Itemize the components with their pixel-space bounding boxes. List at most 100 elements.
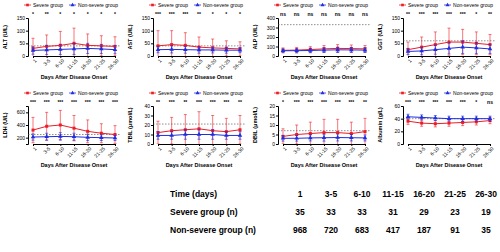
legend-item: Non-severe group [69,2,118,8]
tick-label: 0 [397,53,400,59]
point [58,134,63,138]
significance: * [114,11,116,17]
tick-mark [151,43,153,44]
axis-line [276,19,279,57]
error-bar [364,118,367,144]
significance: ** [238,99,242,105]
tick: 26-30 [356,144,369,159]
error-bar [170,46,173,53]
legend-label: Non-severe group [328,90,368,96]
error-bar [73,28,76,56]
error-bar [73,116,76,141]
tick: 11-15 [441,56,454,70]
tick: 16-20 [329,144,342,159]
legend-item: Non-severe group [319,2,368,8]
tick-mark [276,18,278,19]
tick-label: 16-20 [329,145,342,158]
tick: 40 [144,103,153,109]
legend-marker [401,4,404,7]
error-bar [350,45,353,52]
tick-label: 1 [157,145,163,151]
tick: 150 [17,15,28,21]
error-bar [32,117,35,142]
point [281,48,286,52]
table-cell: 1 [298,189,303,199]
point [474,45,479,49]
x-axis: 13-56-1011-1516-2021-2526-30 [407,56,495,71]
point [460,116,465,120]
tick: 5 [272,132,278,138]
tick: 30 [144,113,153,119]
tick-mark [401,131,403,132]
tick-label: 150 [17,15,26,21]
significance: *** [182,11,188,17]
error-bar [184,130,187,140]
point [350,132,353,135]
significance: *** [169,99,175,105]
point [406,114,411,118]
legend-marker [401,92,404,95]
point [238,133,243,137]
x-axis: 13-56-1011-1516-2021-2526-30 [157,144,245,159]
error-bar [32,134,35,140]
tick: 21-25 [93,56,106,71]
error-bar [239,48,242,53]
tick-label: 0 [272,141,275,147]
significance: *** [294,99,300,105]
tick-label: 26-30 [481,145,494,158]
error-bar [225,41,228,56]
significance: *** [460,11,466,17]
point [72,46,77,50]
tick-label: 50 [144,40,150,46]
point [323,131,326,134]
table-cell: 683 [355,225,369,235]
point [309,132,312,135]
tick: 100 [267,44,278,50]
tick: 0 [147,141,153,147]
tick: 16-20 [204,144,217,159]
significance: * [239,11,241,17]
significance: ** [183,99,187,105]
tick: 200 [17,135,28,141]
y-axis: 200400600 [17,107,29,145]
legend-item: Severe group [399,90,438,96]
point [224,133,229,137]
error-bar [45,112,48,140]
error-bar [86,120,89,143]
error-bar [323,48,326,53]
legend-marker [276,4,279,7]
plot-area [403,28,495,56]
error-bar [407,42,410,56]
error-bar [461,29,464,54]
table-cell: 31 [388,207,398,217]
row-label: Severe group (n) [170,207,238,217]
tick-mark [276,116,278,117]
tick-label: 3-5 [42,57,52,67]
tick: 6-10 [179,56,190,69]
plot-area [28,28,120,56]
error-bar [364,135,367,141]
significance: *** [112,99,118,105]
error-bar [475,116,478,121]
point [461,121,464,124]
tick-label: 0 [397,141,400,147]
significance: *** [321,99,327,105]
table-cell: 21-25 [444,189,466,199]
tick-label: 26-30 [231,145,244,158]
tick: 200 [267,34,278,40]
significance: ns [307,11,313,17]
error-bar [295,47,298,52]
point [309,48,312,51]
plot-area [153,112,245,144]
y-axis: 0100200300400 [267,15,279,59]
y-axis: 010203040 [144,103,153,147]
tick-label: 21-25 [218,145,231,158]
tick-mark [276,28,278,29]
table-cell: 3-5 [325,189,338,199]
error-bar [309,48,312,53]
x-axis-title: Days After Disease Onset [166,74,233,80]
point [433,47,438,51]
table-cell: 29 [419,207,429,217]
legend-marker [321,3,325,6]
error-bar [170,132,173,140]
